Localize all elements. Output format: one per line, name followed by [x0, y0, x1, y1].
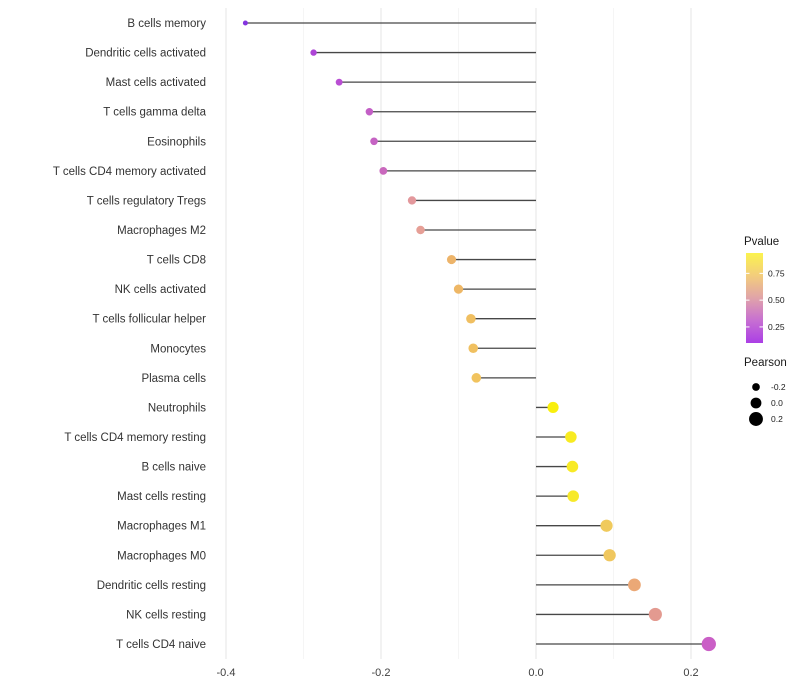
y-axis-label: Macrophages M2: [117, 225, 206, 237]
lollipop-dot: [466, 313, 476, 324]
lollipop-dot: [648, 607, 662, 622]
pearson-legend-dot: [752, 383, 760, 391]
y-axis-label: Monocytes: [150, 343, 206, 355]
y-axis-label: T cells CD8: [147, 255, 206, 267]
lollipop-dot: [446, 255, 457, 265]
y-axis-label: Dendritic cells activated: [85, 48, 206, 60]
y-axis-label: Macrophages M0: [117, 550, 206, 562]
x-axis-tick-label: 0.0: [528, 667, 543, 679]
y-axis-label: NK cells resting: [126, 609, 206, 621]
lollipop-dot: [416, 225, 425, 235]
y-axis-label: B cells naive: [141, 462, 206, 474]
lollipop-dot: [471, 373, 482, 383]
y-axis-labels-layer: B cells memory Dendritic cells activated M…: [53, 18, 207, 651]
lollipop-dot: [547, 401, 559, 413]
colorbar-tick-label: 0.25: [768, 322, 785, 332]
x-axis-tick-label: -0.4: [217, 667, 236, 679]
y-axis-label: T cells CD4 memory activated: [53, 166, 206, 178]
colorbar-tick-label: 0.50: [768, 295, 785, 305]
lollipop-dot: [365, 107, 374, 116]
y-axis-label: B cells memory: [127, 18, 206, 30]
lollipop-dot: [370, 137, 378, 146]
lollipop-dot: [453, 284, 464, 294]
lollipop-dot: [566, 460, 579, 473]
y-axis-label: Dendritic cells resting: [97, 580, 206, 592]
lollipop-dot: [600, 519, 613, 532]
lollipop-dot: [565, 431, 577, 443]
stems-layer: [245, 22, 709, 645]
pearson-legend-dot: [749, 412, 763, 426]
y-axis-label: Macrophages M1: [117, 521, 206, 533]
legend-layer: 0.75 0.50 0.25 -0.2 0.0 0.2: [746, 253, 786, 426]
pearson-legend-title: Pearson: [744, 357, 787, 369]
pvalue-colorbar: [746, 253, 763, 343]
lollipop-dot: [628, 578, 641, 592]
y-axis-label: Neutrophils: [148, 402, 206, 414]
pearson-legend-label: 0.0: [771, 398, 783, 408]
lollipop-dot: [468, 343, 479, 354]
x-axis-labels-layer: -0.4 -0.2 0.0 0.2: [217, 667, 699, 679]
lollipop-dot: [701, 636, 716, 652]
y-axis-label: T cells CD4 memory resting: [64, 432, 206, 444]
pearson-legend-label: 0.2: [771, 414, 783, 424]
y-axis-label: Plasma cells: [141, 373, 206, 385]
y-axis-label: T cells regulatory Tregs: [87, 195, 207, 207]
y-axis-label: Eosinophils: [147, 136, 206, 148]
x-axis-tick-label: 0.2: [683, 667, 698, 679]
y-axis-label: NK cells activated: [115, 284, 206, 296]
lollipop-dot: [310, 49, 317, 56]
lollipop-dot: [603, 549, 616, 562]
y-axis-label: T cells gamma delta: [103, 107, 206, 119]
y-axis-label: Mast cells activated: [106, 77, 206, 89]
x-axis-tick-label: -0.2: [372, 667, 391, 679]
pearson-legend-label: -0.2: [771, 382, 786, 392]
lollipop-dot: [335, 78, 343, 86]
pvalue-legend-title: Pvalue: [744, 236, 780, 248]
colorbar-tick-label: 0.75: [768, 268, 785, 278]
y-axis-label: T cells follicular helper: [92, 314, 206, 326]
lollipop-dot: [567, 490, 579, 502]
y-axis-label: T cells CD4 naive: [116, 639, 206, 651]
gridlines-layer: [225, 8, 692, 659]
lollipop-dot: [407, 196, 417, 205]
lollipop-dot: [379, 166, 388, 175]
y-axis-label: Mast cells resting: [117, 491, 206, 503]
pearson-legend-dot: [750, 397, 762, 409]
dots-layer: [242, 20, 716, 652]
lollipop-dot: [242, 20, 248, 26]
